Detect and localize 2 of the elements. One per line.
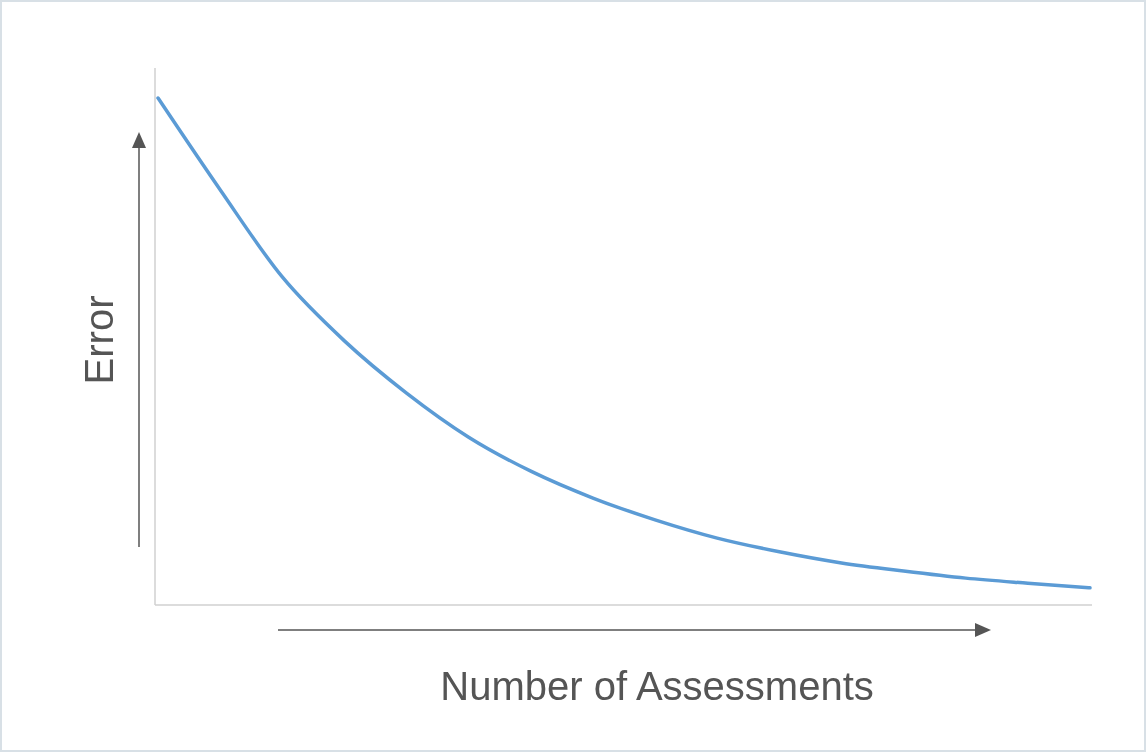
x-axis-title: Number of Assessments [440, 664, 874, 708]
y-axis-title: Error [77, 295, 121, 385]
